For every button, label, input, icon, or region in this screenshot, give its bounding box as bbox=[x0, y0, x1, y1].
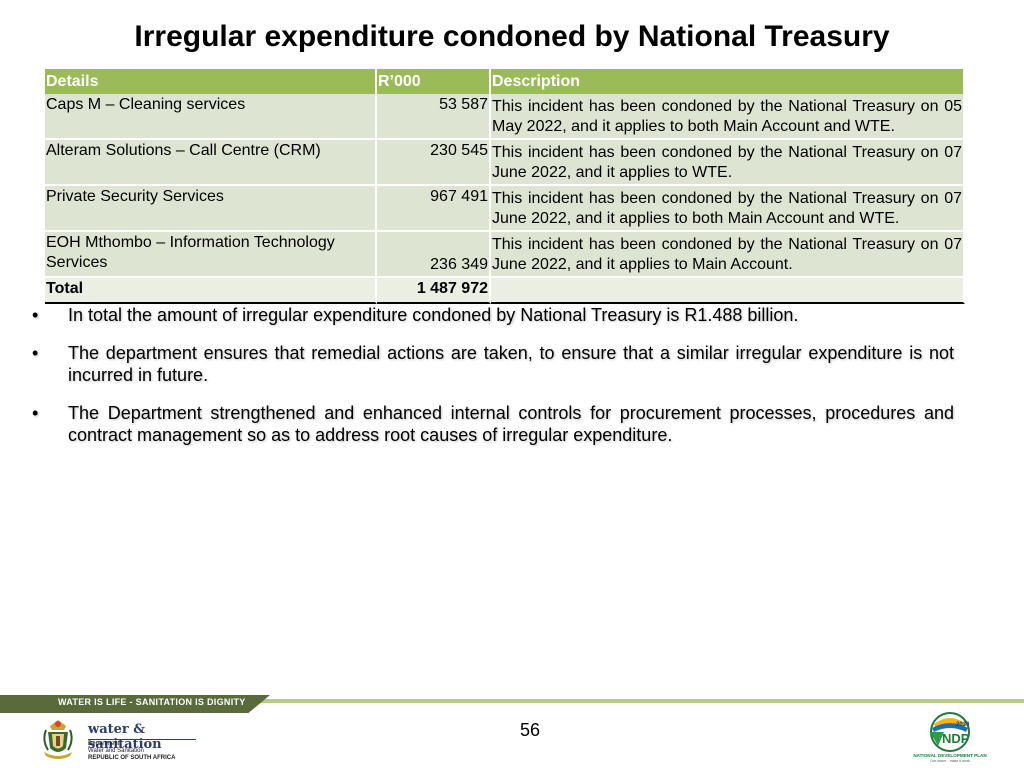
bullet-dot-icon: • bbox=[32, 305, 39, 325]
total-label: Total bbox=[45, 278, 377, 304]
header-details: Details bbox=[45, 69, 377, 94]
ndp-name: NDP bbox=[942, 731, 970, 746]
header-amount: R’000 bbox=[377, 69, 491, 94]
table-row: EOH Mthombo – Information Technology Ser… bbox=[45, 232, 965, 278]
bullet-dot-icon: • bbox=[32, 403, 39, 423]
row-amount: 967 491 bbox=[377, 186, 491, 232]
dept-logo-line1: Department: bbox=[88, 741, 122, 747]
dept-logo: water & sanitation Department: Water and… bbox=[36, 716, 206, 762]
bullet-text: The Department strengthened and enhanced… bbox=[68, 403, 954, 445]
table-row: Caps M – Cleaning services 53 587 This i… bbox=[45, 94, 965, 140]
row-description: This incident has been condoned by the N… bbox=[491, 94, 965, 140]
bullet-list: • In total the amount of irregular expend… bbox=[30, 304, 954, 462]
dept-logo-line2: Water and Sanitation bbox=[88, 748, 144, 754]
table-header-row: Details R’000 Description bbox=[45, 69, 965, 94]
ndp-logo: 2030 NDP NATIONAL DEVELOPMENT PLAN Our f… bbox=[913, 712, 987, 763]
table-row: Private Security Services 967 491 This i… bbox=[45, 186, 965, 232]
bullet-text: The department ensures that remedial act… bbox=[68, 343, 954, 385]
row-details: Private Security Services bbox=[45, 186, 377, 232]
row-amount: 53 587 bbox=[377, 94, 491, 140]
footer-bar: WATER IS LIFE - SANITATION IS DIGNITY bbox=[0, 695, 1024, 713]
dept-logo-subtext: Department: Water and Sanitation REPUBLI… bbox=[88, 741, 175, 762]
bullet-text: In total the amount of irregular expendi… bbox=[68, 305, 799, 325]
ndp-year: 2030 bbox=[956, 722, 970, 728]
bullet-item: • The department ensures that remedial ac… bbox=[30, 342, 954, 386]
coat-of-arms-icon bbox=[43, 720, 73, 759]
page-title: Irregular expenditure condoned by Nation… bbox=[134, 20, 890, 53]
footer-accent-line bbox=[0, 699, 1024, 703]
row-details: Alteram Solutions – Call Centre (CRM) bbox=[45, 140, 377, 186]
row-details: Caps M – Cleaning services bbox=[45, 94, 377, 140]
row-description: This incident has been condoned by the N… bbox=[491, 186, 965, 232]
ndp-tagline: Our future - make it work bbox=[930, 759, 970, 763]
expenditure-table: Details R’000 Description Caps M – Clean… bbox=[45, 69, 965, 304]
bullet-item: • In total the amount of irregular expend… bbox=[30, 304, 954, 326]
header-description: Description bbox=[491, 69, 965, 94]
footer-slogan: WATER IS LIFE - SANITATION IS DIGNITY bbox=[58, 697, 246, 707]
total-blank-cell bbox=[491, 278, 965, 304]
ndp-caption: NATIONAL DEVELOPMENT PLAN bbox=[913, 753, 987, 758]
page-number: 56 bbox=[520, 720, 541, 740]
dept-logo-divider bbox=[88, 739, 196, 740]
row-amount: 230 545 bbox=[377, 140, 491, 186]
total-row: Total 1 487 972 bbox=[45, 278, 965, 304]
row-description: This incident has been condoned by the N… bbox=[491, 232, 965, 278]
dept-logo-line3: REPUBLIC OF SOUTH AFRICA bbox=[88, 755, 176, 761]
bullet-dot-icon: • bbox=[32, 343, 39, 363]
row-details: EOH Mthombo – Information Technology Ser… bbox=[45, 232, 377, 278]
bullet-item: • The Department strengthened and enhance… bbox=[30, 402, 954, 446]
dept-logo-name: water & sanitation bbox=[88, 722, 162, 752]
table-row: Alteram Solutions – Call Centre (CRM) 23… bbox=[45, 140, 965, 186]
total-amount: 1 487 972 bbox=[377, 278, 491, 304]
row-amount: 236 349 bbox=[377, 232, 491, 278]
row-description: This incident has been condoned by the N… bbox=[491, 140, 965, 186]
footer-slogan-band bbox=[0, 695, 270, 713]
